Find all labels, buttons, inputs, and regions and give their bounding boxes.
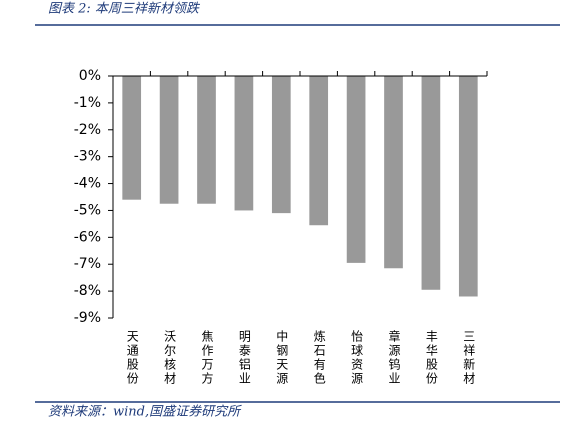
x-tick-label: 章源钨业	[387, 329, 401, 386]
x-tick-label: 焦作万方	[200, 330, 214, 386]
y-tick-label: -5%	[74, 202, 101, 218]
x-tick-label: 明泰铝业	[237, 330, 251, 386]
y-tick-label: -4%	[74, 176, 101, 192]
y-tick-label: -8%	[74, 283, 101, 299]
y-tick-label: -2%	[74, 122, 101, 138]
y-tick-label: -3%	[74, 149, 101, 165]
y-tick-label: 0%	[79, 68, 101, 84]
y-tick-label: -6%	[74, 229, 101, 245]
bar	[271, 76, 291, 214]
bar	[159, 76, 179, 204]
x-tick-label: 炼石有色	[312, 329, 326, 386]
bar	[122, 76, 142, 200]
bar	[234, 76, 254, 211]
y-tick-label: -9%	[74, 310, 101, 326]
x-tick-label: 天通股份	[125, 330, 139, 386]
x-tick-label: 沃尔核材	[163, 330, 177, 386]
x-tick-label: 中钢天源	[275, 329, 289, 386]
bar	[421, 76, 441, 290]
x-tick-label: 怡球资源	[350, 330, 364, 386]
y-tick-label: -1%	[74, 95, 101, 111]
bar	[197, 76, 216, 204]
bar	[458, 76, 478, 297]
source-note: 资料来源：wind,国盛证券研究所	[48, 404, 242, 420]
chart-title: 图表 2: 本周三祥新材领跌	[48, 2, 201, 17]
x-tick-label: 丰华股份	[424, 330, 438, 386]
bar	[384, 76, 403, 269]
bar	[309, 76, 329, 226]
bar	[346, 76, 366, 263]
y-tick-label: -7%	[74, 256, 101, 272]
x-tick-label: 三祥新材	[462, 330, 476, 386]
